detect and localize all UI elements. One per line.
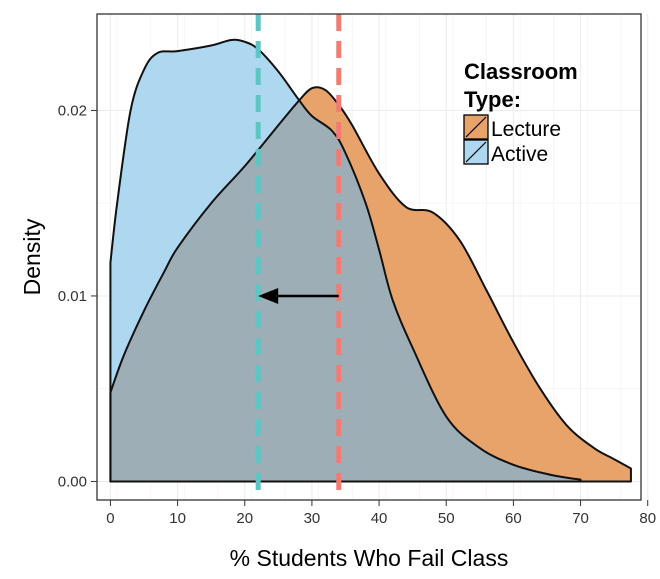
x-tick-label: 40 (371, 510, 388, 527)
x-tick-label: 10 (169, 510, 186, 527)
x-tick-label: 70 (572, 510, 589, 527)
y-tick-label: 0.02 (58, 102, 87, 119)
legend-item-active: Active (463, 139, 548, 166)
legend-key-lecture-slash (465, 116, 487, 138)
y-tick-label: 0.00 (58, 473, 87, 490)
y-axis-title: Density (19, 218, 45, 295)
x-tick-label: 0 (106, 510, 114, 527)
legend-title-line-2: Type: (464, 87, 521, 112)
legend-label-lecture: Lecture (491, 118, 561, 141)
x-tick-label: 60 (505, 510, 522, 527)
y-tick-label: 0.01 (58, 288, 87, 305)
legend-item-lecture: Lecture (463, 114, 561, 141)
mean-lines-layer (255, 14, 342, 500)
x-tick-label: 30 (304, 510, 321, 527)
legend-label-active: Active (491, 143, 548, 166)
density-outline-active (109, 38, 582, 483)
x-tick-label: 50 (438, 510, 455, 527)
x-axis-title: % Students Who Fail Class (230, 545, 509, 571)
plot-panel-border (96, 13, 642, 501)
x-tick-label: 20 (236, 510, 253, 527)
legend: Classroom Type: Lecture Active (463, 59, 578, 166)
x-axis: 0 10 20 30 40 50 60 70 80 (106, 500, 656, 527)
x-tick-label: 80 (639, 510, 656, 527)
y-axis: 0.00 0.01 0.02 (58, 102, 97, 490)
annotation-layer (258, 287, 339, 304)
density-outline-lecture (109, 86, 632, 483)
legend-key-active-slash (465, 141, 487, 163)
shift-arrow-head (258, 287, 279, 304)
legend-title-line-1: Classroom (464, 59, 578, 84)
series-layer (109, 38, 632, 483)
